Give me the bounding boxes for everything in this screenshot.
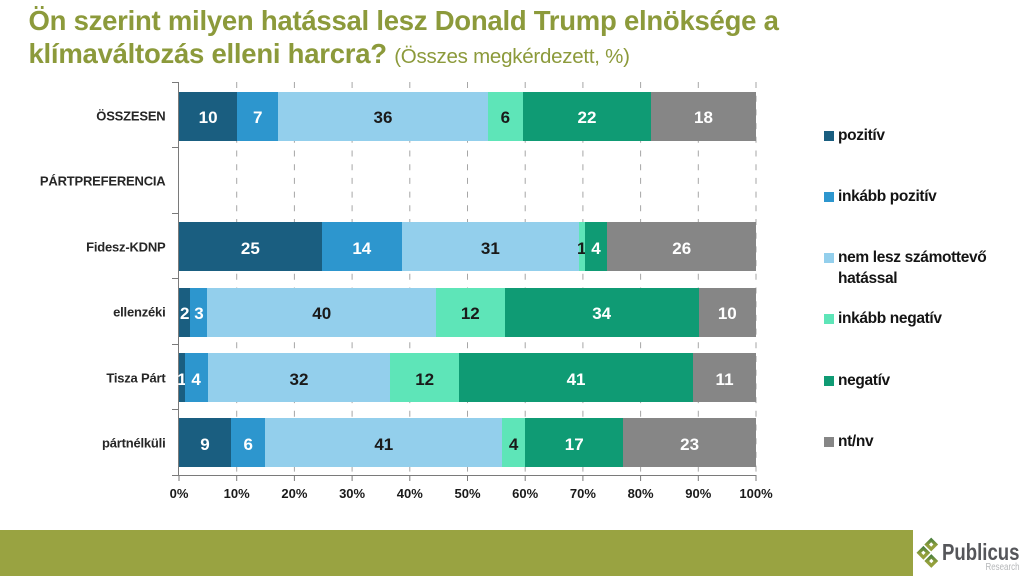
svg-text:Research: Research: [986, 562, 1020, 573]
svg-text:Publicus: Publicus: [942, 539, 1020, 565]
